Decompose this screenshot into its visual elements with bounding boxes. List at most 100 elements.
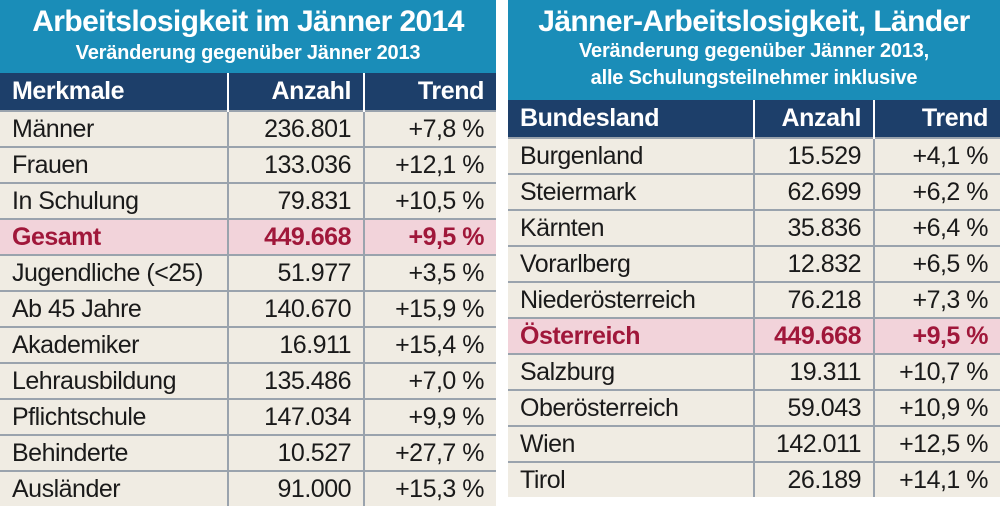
row-count: 19.311 — [753, 353, 874, 390]
row-trend: +7,3 % — [873, 281, 1000, 318]
left-title-bar: Arbeitslosigkeit im Jänner 2014 Veränder… — [0, 0, 496, 73]
row-label: Gesamt — [0, 218, 228, 255]
row-count: 449.668 — [227, 218, 364, 255]
row-label: Steiermark — [508, 173, 754, 210]
row-trend: +15,4 % — [363, 326, 496, 363]
row-label: Vorarlberg — [508, 245, 754, 282]
table-row: Pflichtschule 147.034 +9,9 % — [0, 398, 496, 435]
row-trend: +9,9 % — [363, 398, 496, 435]
row-label: Salzburg — [508, 353, 754, 390]
row-count: 62.699 — [753, 173, 874, 210]
header-bundesland: Bundesland — [520, 104, 660, 132]
row-count: 147.034 — [227, 398, 364, 435]
total-row: Österreich 449.668 +9,5 % — [508, 317, 1000, 354]
total-row: Gesamt 449.668 +9,5 % — [0, 218, 496, 255]
row-trend: +10,5 % — [363, 182, 496, 219]
row-trend: +9,5 % — [363, 218, 496, 255]
right-table-header: Bundesland Anzahl Trend — [508, 100, 1000, 138]
row-label: Tirol — [508, 461, 754, 497]
table-row: Ab 45 Jahre 140.670 +15,9 % — [0, 290, 496, 327]
row-trend: +6,4 % — [873, 209, 1000, 246]
row-count: 133.036 — [227, 146, 364, 183]
header-merkmale: Merkmale — [12, 77, 125, 105]
row-count: 12.832 — [753, 245, 874, 282]
row-trend: +12,1 % — [363, 146, 496, 183]
left-title: Arbeitslosigkeit im Jänner 2014 — [32, 5, 464, 38]
row-label: Niederösterreich — [508, 281, 754, 318]
row-label: Lehrausbildung — [0, 362, 228, 399]
right-subtitle-line-2: alle Schulungsteilnehmer inklusive — [590, 67, 918, 89]
table-row: Oberösterreich 59.043 +10,9 % — [508, 389, 1000, 426]
row-count: 449.668 — [753, 317, 874, 354]
row-count: 236.801 — [227, 110, 364, 147]
row-label: Burgenland — [508, 137, 754, 174]
table-row: Jugendliche (<25) 51.977 +3,5 % — [0, 254, 496, 291]
row-trend: +4,1 % — [873, 137, 1000, 174]
table-row: Steiermark 62.699 +6,2 % — [508, 173, 1000, 210]
left-panel: Arbeitslosigkeit im Jänner 2014 Veränder… — [0, 0, 496, 506]
row-trend: +3,5 % — [363, 254, 496, 291]
row-trend: +27,7 % — [363, 434, 496, 471]
row-trend: +6,2 % — [873, 173, 1000, 210]
table-row: Tirol 26.189 +14,1 % — [508, 461, 1000, 497]
row-count: 91.000 — [227, 470, 364, 506]
header-trend: Trend — [873, 100, 1000, 138]
row-trend: +14,1 % — [873, 461, 1000, 497]
row-count: 140.670 — [227, 290, 364, 327]
right-table: Bundesland Anzahl Trend Burgenland 15.529… — [508, 100, 1000, 497]
header-anzahl: Anzahl — [227, 73, 364, 111]
row-count: 59.043 — [753, 389, 874, 426]
table-row: Burgenland 15.529 +4,1 % — [508, 137, 1000, 174]
table-row: In Schulung 79.831 +10,5 % — [0, 182, 496, 219]
table-row: Frauen 133.036 +12,1 % — [0, 146, 496, 183]
row-label: Ab 45 Jahre — [0, 290, 228, 327]
row-count: 51.977 — [227, 254, 364, 291]
right-title: Jänner-Arbeitslosigkeit, Länder — [538, 5, 970, 38]
row-trend: +12,5 % — [873, 425, 1000, 462]
table-row: Akademiker 16.911 +15,4 % — [0, 326, 496, 363]
row-trend: +10,9 % — [873, 389, 1000, 426]
row-label: Wien — [508, 425, 754, 462]
table-row: Kärnten 35.836 +6,4 % — [508, 209, 1000, 246]
row-label: In Schulung — [0, 182, 228, 219]
row-trend: +9,5 % — [873, 317, 1000, 354]
row-count: 15.529 — [753, 137, 874, 174]
row-count: 10.527 — [227, 434, 364, 471]
left-subtitle: Veränderung gegenüber Jänner 2013 — [75, 42, 421, 64]
table-row: Niederösterreich 76.218 +7,3 % — [508, 281, 1000, 318]
table-row: Behinderte 10.527 +27,7 % — [0, 434, 496, 471]
row-count: 142.011 — [753, 425, 874, 462]
right-title-bar: Jänner-Arbeitslosigkeit, Länder Veränder… — [508, 0, 1000, 100]
row-label: Oberösterreich — [508, 389, 754, 426]
table-row: Männer 236.801 +7,8 % — [0, 110, 496, 147]
row-count: 76.218 — [753, 281, 874, 318]
row-count: 135.486 — [227, 362, 364, 399]
left-table-header: Merkmale Anzahl Trend — [0, 73, 496, 111]
right-panel: Jänner-Arbeitslosigkeit, Länder Veränder… — [508, 0, 1000, 503]
table-row: Wien 142.011 +12,5 % — [508, 425, 1000, 462]
row-label: Behinderte — [0, 434, 228, 471]
row-trend: +15,3 % — [363, 470, 496, 506]
table-row: Lehrausbildung 135.486 +7,0 % — [0, 362, 496, 399]
row-count: 16.911 — [227, 326, 364, 363]
row-label: Frauen — [0, 146, 228, 183]
table-row: Salzburg 19.311 +10,7 % — [508, 353, 1000, 390]
row-label: Ausländer — [0, 470, 228, 506]
header-anzahl: Anzahl — [753, 100, 874, 138]
row-label: Kärnten — [508, 209, 754, 246]
row-label: Männer — [0, 110, 228, 147]
row-count: 35.836 — [753, 209, 874, 246]
row-label: Pflichtschule — [0, 398, 228, 435]
row-trend: +7,8 % — [363, 110, 496, 147]
row-label: Akademiker — [0, 326, 228, 363]
table-row: Ausländer 91.000 +15,3 % — [0, 470, 496, 506]
left-table: Merkmale Anzahl Trend Männer 236.801 +7,8 … — [0, 73, 496, 506]
row-count: 26.189 — [753, 461, 874, 497]
row-trend: +15,9 % — [363, 290, 496, 327]
right-subtitle-line-1: Veränderung gegenüber Jänner 2013, — [579, 40, 929, 62]
row-count: 79.831 — [227, 182, 364, 219]
row-trend: +10,7 % — [873, 353, 1000, 390]
row-label: Jugendliche (<25) — [0, 254, 228, 291]
row-label: Österreich — [508, 317, 754, 354]
header-trend: Trend — [363, 73, 496, 111]
